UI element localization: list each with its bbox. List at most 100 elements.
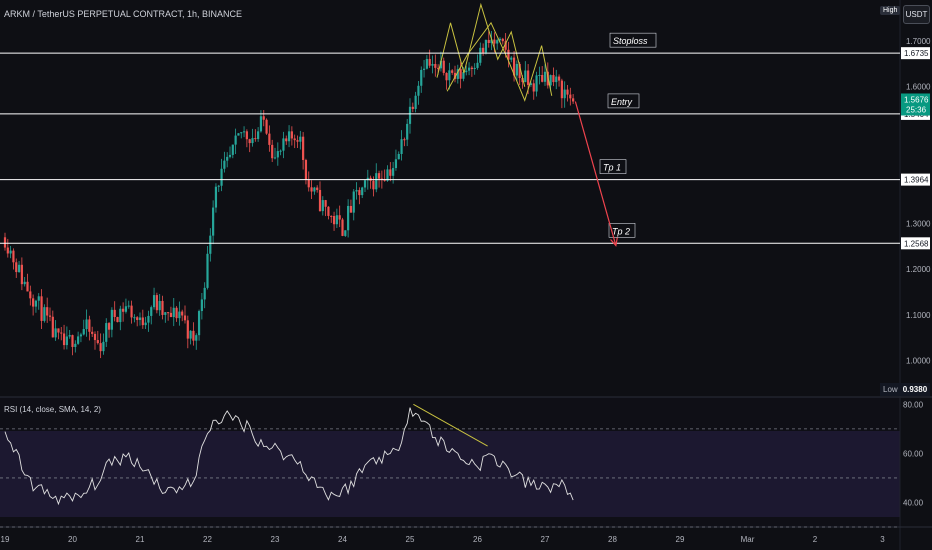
candle-body — [389, 169, 392, 176]
candle-body — [169, 312, 173, 318]
candle-body — [54, 328, 57, 338]
candle-body — [560, 80, 563, 99]
candle-body — [487, 39, 490, 44]
candle-body — [48, 315, 52, 317]
price-axis[interactable]: 1.7000 1.6000 1.3000 1.2000 1.1000 1.0000 1.67… — [901, 37, 931, 365]
candle-body — [279, 150, 282, 152]
candle-body — [172, 307, 175, 318]
candle-body — [386, 169, 389, 181]
candle-body — [287, 131, 291, 142]
candle-body — [338, 215, 341, 220]
candle-body — [74, 343, 77, 347]
countdown-text: 25:36 — [906, 105, 927, 114]
candle-body — [88, 319, 91, 332]
rsi-indicator-label[interactable]: RSI (14, close, SMA, 14, 2) — [4, 405, 101, 414]
candle-body — [144, 322, 147, 326]
candle-body — [262, 116, 265, 120]
candle-body — [105, 323, 108, 342]
candle-body — [456, 69, 459, 79]
candle-body — [352, 191, 355, 213]
time-tick-label: 28 — [608, 535, 617, 544]
candle-body — [209, 235, 212, 254]
currency-button[interactable]: USDT — [903, 5, 930, 24]
candle-body — [377, 173, 381, 179]
candle-body — [51, 316, 54, 338]
candle-body — [335, 215, 338, 225]
time-tick-label: 3 — [880, 535, 885, 544]
candle-body — [40, 296, 43, 321]
candle-body — [175, 307, 178, 319]
candle-body — [493, 39, 496, 44]
head-and-shoulders-pattern — [436, 2, 553, 102]
candle-body — [110, 309, 113, 330]
candle-body — [512, 57, 516, 76]
candle-body — [304, 159, 308, 180]
candle-body — [428, 58, 431, 66]
candle-body — [62, 333, 66, 346]
candle-body — [510, 57, 513, 60]
candle-body — [524, 70, 527, 83]
candle-body — [189, 330, 192, 339]
candle-body — [6, 247, 9, 254]
candle-body — [459, 69, 462, 79]
rsi-bands — [0, 428, 900, 528]
level-price-tag — [901, 47, 930, 60]
candle-body — [3, 237, 7, 248]
candle-body — [521, 77, 524, 83]
candle-body — [254, 138, 257, 140]
candle-body — [431, 63, 434, 66]
candle-body — [228, 154, 232, 157]
candle-body — [327, 206, 330, 216]
candle-body — [375, 173, 378, 190]
candle-body — [102, 341, 105, 352]
time-tick-label: 21 — [136, 535, 145, 544]
time-axis[interactable]: 19 20 21 22 23 24 25 26 27 28 29 Mar 2 3 — [1, 535, 886, 544]
candle-body — [434, 63, 437, 68]
candle-body — [411, 106, 414, 109]
candle-body — [107, 323, 111, 330]
candle-body — [290, 131, 293, 139]
candle-body — [203, 287, 206, 300]
time-tick-label: 22 — [203, 535, 212, 544]
candle-body — [23, 281, 26, 285]
candle-body — [138, 317, 142, 320]
level-price-tag — [901, 173, 930, 186]
candle-body — [186, 320, 189, 339]
level-label: Entry — [611, 97, 633, 107]
price-tick-label: 1.2000 — [906, 265, 931, 274]
candle-body — [465, 70, 468, 73]
level-label: Tp 1 — [603, 163, 621, 173]
candle-body — [251, 138, 254, 144]
candle-body — [130, 305, 133, 318]
candle-body — [425, 58, 428, 69]
candle-body — [242, 131, 246, 133]
candle-body — [515, 63, 518, 76]
candle-body — [479, 47, 482, 63]
candle-body — [60, 332, 63, 334]
candle-body — [158, 300, 161, 311]
candle-body — [245, 131, 248, 140]
trade-levels: Stoploss Entry Tp 1 Tp 2 — [0, 32, 900, 244]
candle-body — [82, 329, 85, 335]
candle-body — [127, 305, 130, 307]
candle-body — [366, 177, 369, 181]
candle-body — [43, 307, 46, 321]
candle-body — [330, 215, 333, 217]
candle-body — [12, 250, 15, 263]
candle-body — [206, 253, 209, 288]
candle-body — [467, 67, 471, 71]
candle-body — [414, 95, 417, 109]
candle-body — [392, 168, 395, 176]
candle-body — [470, 67, 473, 70]
candle-body — [192, 330, 195, 341]
time-tick-label: 26 — [473, 535, 482, 544]
time-tick-label: 23 — [271, 535, 280, 544]
projection-arrow — [574, 101, 618, 247]
candle-body — [445, 72, 448, 81]
candle-body — [68, 335, 71, 337]
candle-body — [99, 343, 102, 352]
candle-body — [237, 133, 240, 136]
candle-body — [271, 144, 274, 159]
candle-body — [400, 139, 403, 154]
rsi-series-line — [4, 407, 574, 506]
